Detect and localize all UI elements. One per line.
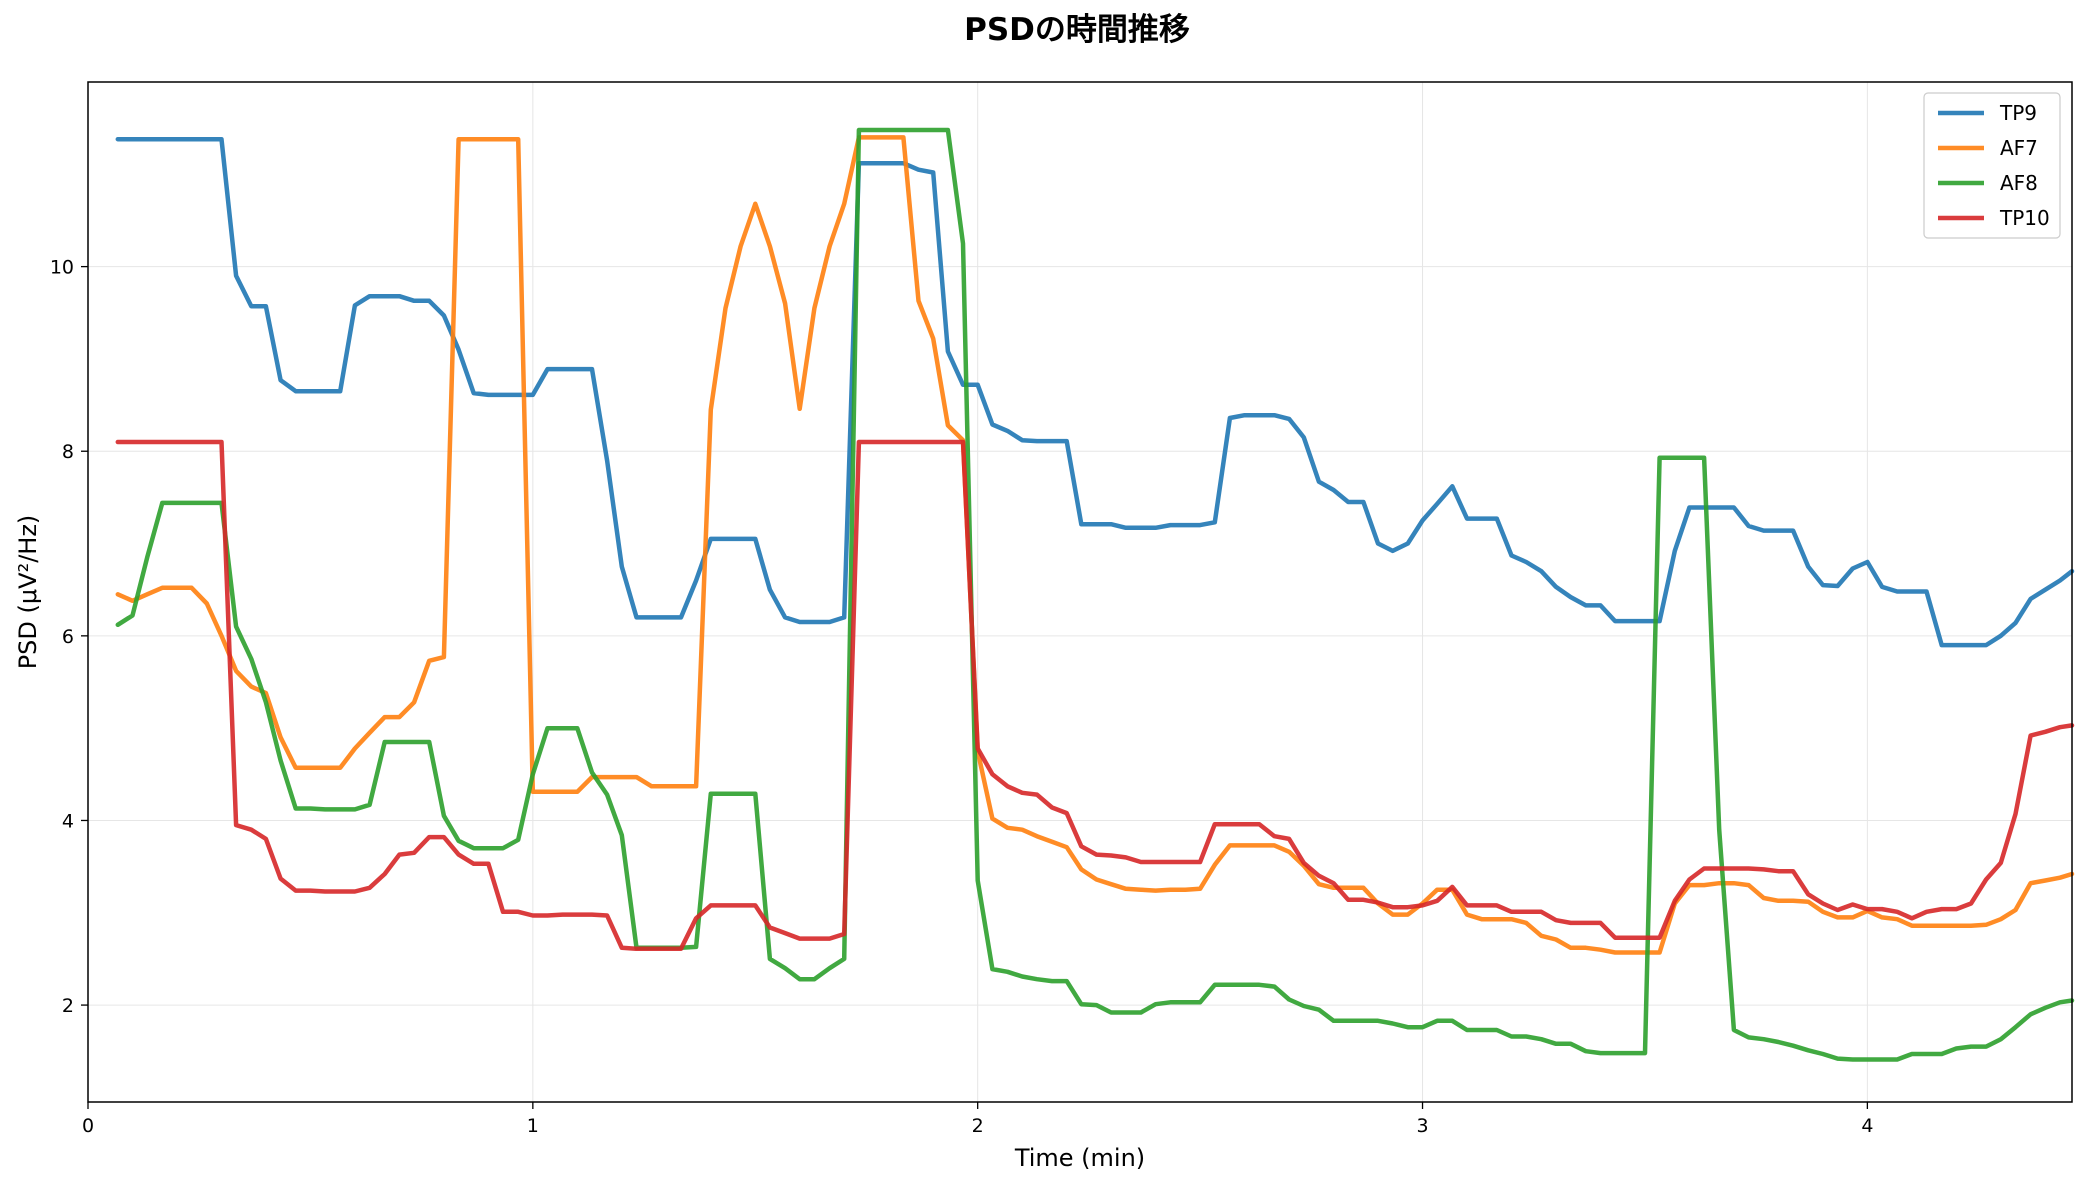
x-tick-label: 3 bbox=[1416, 1115, 1428, 1137]
series-lines bbox=[115, 127, 2075, 1062]
legend-label-af7: AF7 bbox=[2000, 136, 2038, 160]
legend-label-tp10: TP10 bbox=[1999, 206, 2050, 230]
y-axis-label: PSD (μV²/Hz) bbox=[14, 515, 42, 670]
series-line-tp10 bbox=[115, 439, 2075, 952]
y-tick-label: 10 bbox=[50, 257, 74, 279]
y-tick-label: 2 bbox=[62, 995, 74, 1017]
series-line-tp9 bbox=[115, 136, 2075, 648]
y-axis-ticks: 2 4 6 8 10 bbox=[50, 257, 88, 1017]
x-tick-label: 2 bbox=[972, 1115, 984, 1137]
x-tick-label: 1 bbox=[527, 1115, 539, 1137]
plot-area-frame bbox=[87, 81, 2073, 1103]
x-tick-label: 0 bbox=[82, 1115, 94, 1137]
x-tick-label: 4 bbox=[1861, 1115, 1873, 1137]
chart-title: PSDの時間推移 bbox=[964, 12, 1190, 48]
legend-box bbox=[1923, 92, 2061, 239]
legend-label-af8: AF8 bbox=[2000, 171, 2038, 195]
legend-label-tp9: TP9 bbox=[1999, 101, 2037, 125]
x-axis-label: Time (min) bbox=[1014, 1144, 1145, 1172]
y-tick-label: 8 bbox=[62, 441, 74, 463]
y-tick-label: 6 bbox=[62, 626, 74, 648]
series-line-af8 bbox=[115, 127, 2075, 1062]
y-tick-label: 4 bbox=[62, 810, 74, 832]
x-axis-ticks: 0 1 2 3 4 bbox=[82, 1102, 1873, 1137]
legend: TP9 AF7 AF8 TP10 bbox=[1923, 92, 2061, 239]
series-line-af7 bbox=[115, 135, 2075, 955]
